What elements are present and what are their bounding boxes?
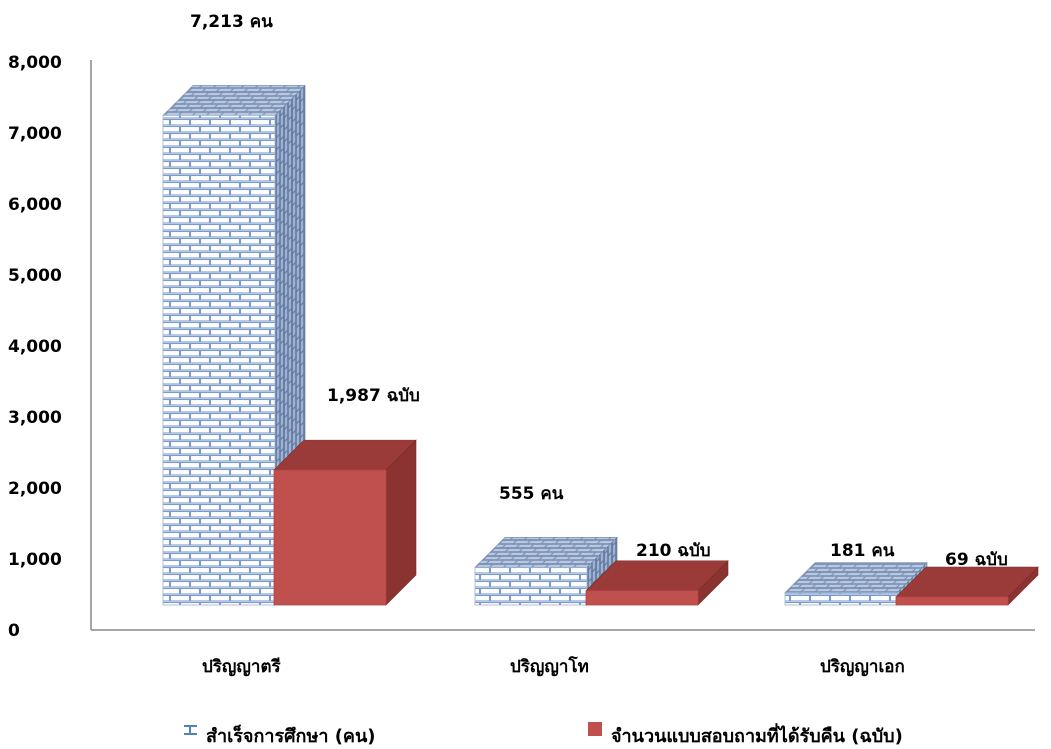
bar-returned [273, 439, 417, 606]
legend-item-graduates: สำเร็จการศึกษา (คน) [184, 724, 376, 747]
bar-returned [585, 560, 729, 606]
y-tick-label: 8,000 [8, 53, 62, 73]
y-tick-label: 7,000 [8, 124, 62, 144]
data-label-returned: 210 ฉบับ [636, 541, 711, 561]
y-tick-label: 3,000 [8, 408, 62, 428]
legend-swatch-returned [588, 722, 602, 736]
y-tick-label: 1,000 [8, 550, 62, 570]
legend-label-graduates: สำเร็จการศึกษา (คน) [206, 724, 376, 747]
legend-swatch-graduates [184, 725, 197, 735]
legend: สำเร็จการศึกษา (คน) จำนวนแบบสอบถามที่ได้… [184, 722, 903, 747]
y-tick-label: 0 [8, 621, 20, 641]
y-tick-label: 6,000 [8, 195, 62, 215]
y-tick-label: 4,000 [8, 337, 62, 357]
category-label: ปริญญาเอก [820, 657, 905, 677]
data-label-graduates: 555 คน [499, 484, 564, 504]
y-tick-label: 2,000 [8, 479, 62, 499]
y-tick-label: 5,000 [8, 266, 62, 286]
legend-label-returned: จำนวนแบบสอบถามที่ได้รับคืน (ฉบับ) [611, 723, 903, 747]
bar-graduates [474, 536, 618, 606]
category-label: ปริญญาตรี [202, 656, 281, 677]
data-label-graduates: 181 คน [830, 541, 895, 561]
bar-graduates [784, 561, 928, 606]
data-label-returned: 1,987 ฉบับ [327, 386, 420, 406]
legend-item-returned: จำนวนแบบสอบถามที่ได้รับคืน (ฉบับ) [588, 722, 903, 747]
bar-returned [895, 566, 1039, 606]
data-label-graduates: 7,213 คน [190, 12, 273, 32]
category-label: ปริญญาโท [510, 656, 589, 677]
data-label-returned: 69 ฉบับ [945, 550, 1008, 570]
